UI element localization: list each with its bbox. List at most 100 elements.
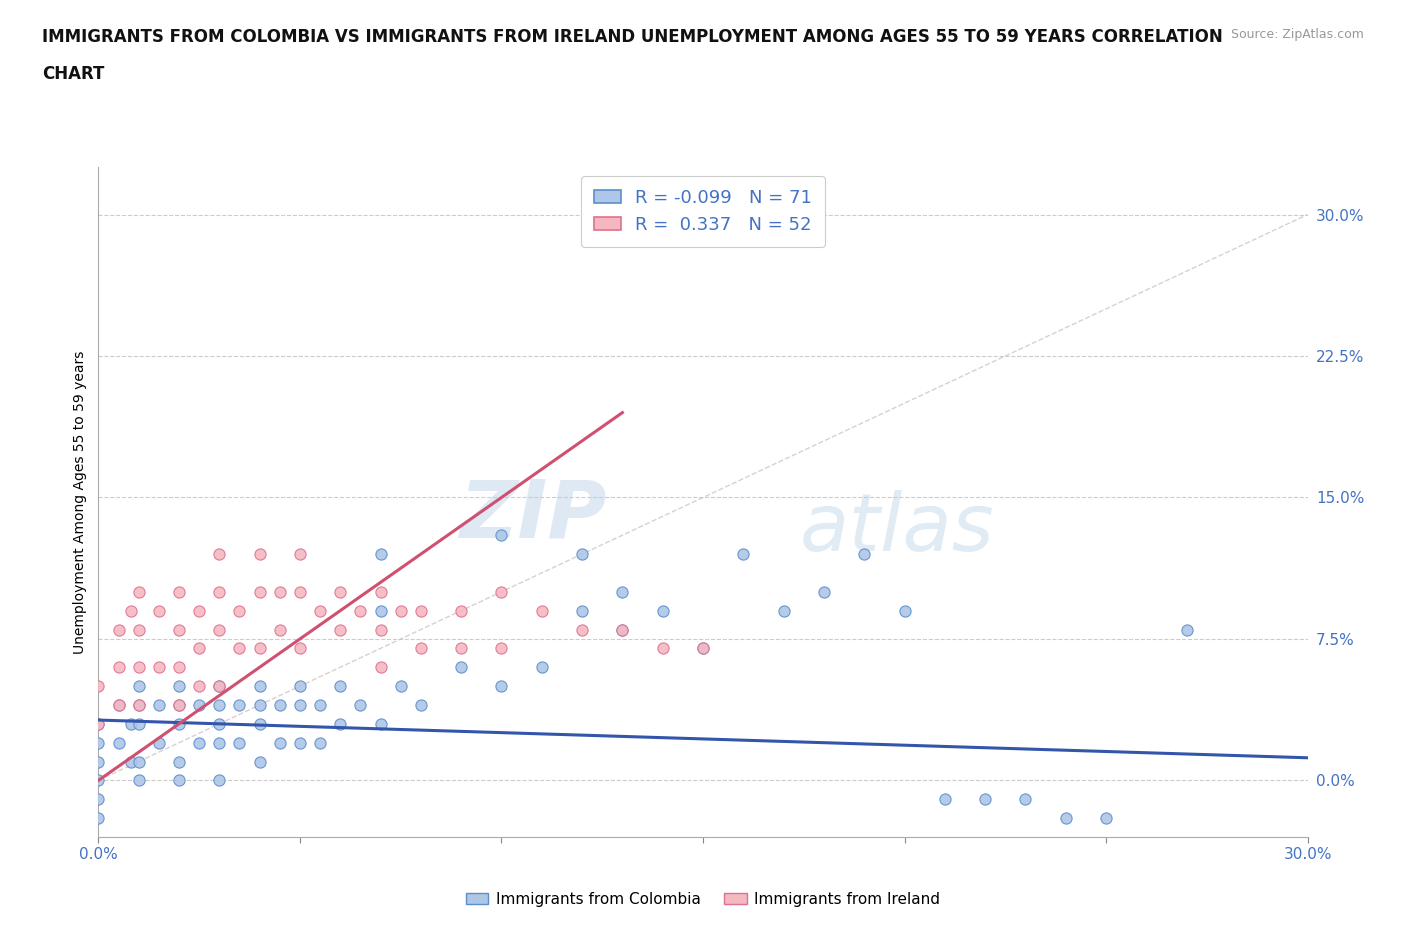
Point [188,604,211,618]
Point [409,698,432,712]
Legend: R = -0.099   N = 71, R =  0.337   N = 52: R = -0.099 N = 71, R = 0.337 N = 52 [581,177,825,246]
Point [389,679,412,694]
Point [309,604,332,618]
Point [87,811,110,826]
Point [491,527,513,542]
Point [288,547,311,562]
Point [692,641,714,656]
Point [370,584,392,599]
Point [167,659,190,674]
Point [269,584,291,599]
Point [349,698,371,712]
Point [450,659,472,674]
Point [269,698,291,712]
Point [612,622,634,637]
Point [692,641,714,656]
Point [128,754,150,769]
Point [148,698,170,712]
Point [167,773,190,788]
Point [87,716,110,731]
Point [571,604,593,618]
Point [450,641,472,656]
Point [1014,791,1036,806]
Point [269,622,291,637]
Point [107,698,129,712]
Point [249,679,271,694]
Point [167,698,190,712]
Point [530,659,553,674]
Point [188,698,211,712]
Point [249,754,271,769]
Point [329,622,352,637]
Point [288,736,311,751]
Point [733,547,755,562]
Point [772,604,794,618]
Point [107,659,129,674]
Point [491,584,513,599]
Point [370,659,392,674]
Y-axis label: Unemployment Among Ages 55 to 59 years: Unemployment Among Ages 55 to 59 years [73,351,87,654]
Point [269,736,291,751]
Point [228,736,250,751]
Point [107,698,129,712]
Point [228,604,250,618]
Point [128,716,150,731]
Point [208,622,231,637]
Point [208,547,231,562]
Point [148,659,170,674]
Text: atlas: atlas [800,490,994,568]
Text: IMMIGRANTS FROM COLOMBIA VS IMMIGRANTS FROM IRELAND UNEMPLOYMENT AMONG AGES 55 T: IMMIGRANTS FROM COLOMBIA VS IMMIGRANTS F… [42,28,1223,46]
Point [148,604,170,618]
Point [853,547,876,562]
Point [409,604,432,618]
Point [288,679,311,694]
Point [188,736,211,751]
Point [249,716,271,731]
Point [893,604,915,618]
Point [167,584,190,599]
Point [128,584,150,599]
Point [208,716,231,731]
Point [208,679,231,694]
Point [370,547,392,562]
Point [651,641,673,656]
Point [128,698,150,712]
Point [329,584,352,599]
Point [87,736,110,751]
Point [309,698,332,712]
Point [491,641,513,656]
Point [167,698,190,712]
Point [148,736,170,751]
Point [288,698,311,712]
Point [1095,811,1118,826]
Point [87,679,110,694]
Point [651,604,673,618]
Point [249,584,271,599]
Point [409,641,432,656]
Point [188,641,211,656]
Point [208,584,231,599]
Point [491,679,513,694]
Point [167,754,190,769]
Point [208,773,231,788]
Point [329,679,352,694]
Point [120,754,142,769]
Point [167,679,190,694]
Point [128,679,150,694]
Point [208,679,231,694]
Point [87,791,110,806]
Point [249,641,271,656]
Point [389,604,412,618]
Point [128,622,150,637]
Point [571,622,593,637]
Point [107,736,129,751]
Point [188,679,211,694]
Point [249,547,271,562]
Point [288,584,311,599]
Point [349,604,371,618]
Point [1054,811,1077,826]
Point [309,736,332,751]
Point [208,698,231,712]
Point [228,641,250,656]
Point [228,698,250,712]
